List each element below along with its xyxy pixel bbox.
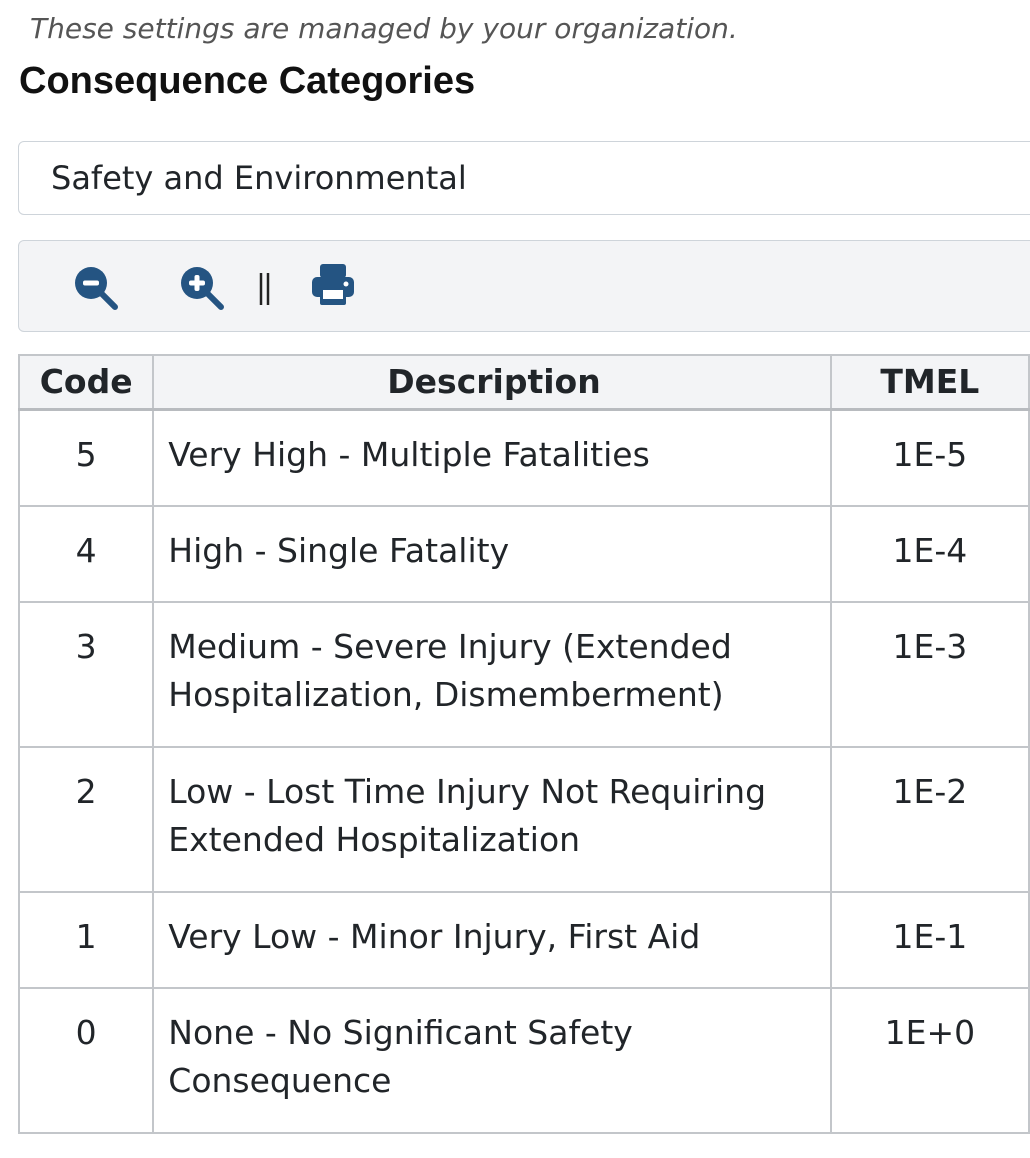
zoom-out-button[interactable] (71, 263, 119, 311)
description-cell: Very Low - Minor Injury, First Aid (152, 890, 832, 989)
tmel-cell: 1E+0 (829, 986, 1030, 1134)
description-cell: Medium - Severe Injury (Extended Hospita… (152, 600, 832, 748)
header-row: Code Description TMEL (17, 354, 1030, 411)
tmel-cell: 1E-2 (829, 745, 1030, 893)
code-cell: 3 (17, 600, 155, 748)
code-cell: 4 (17, 504, 155, 603)
column-header: Code (17, 354, 155, 411)
code-cell: 0 (17, 986, 155, 1134)
description-cell: None - No Significant Safety Consequence (152, 986, 832, 1134)
tmel-cell: 1E-5 (829, 408, 1030, 507)
toolbar (18, 240, 1030, 332)
tmel-cell: 1E-3 (829, 600, 1030, 748)
category-select[interactable]: Safety and Environmental (18, 141, 1030, 215)
table-row: 4 High - Single Fatality 1E-4 (17, 504, 1030, 603)
description-cell: High - Single Fatality (152, 504, 832, 603)
column-header: TMEL (829, 354, 1030, 411)
table-row: 1 Very Low - Minor Injury, First Aid 1E-1 (17, 890, 1030, 989)
table-body: 5 Very High - Multiple Fatalities 1E-5 4 Hig… (17, 408, 1030, 1134)
code-cell: 2 (17, 745, 155, 893)
table-row: 0 None - No Significant Safety Consequenc… (17, 986, 1030, 1134)
print-button[interactable] (311, 263, 355, 307)
code-cell: 5 (17, 408, 155, 507)
tmel-cell: 1E-1 (829, 890, 1030, 989)
column-header: Description (152, 354, 832, 411)
consequence-table: Code Description TMEL 5 Very High - Multi… (17, 354, 1030, 1134)
code-cell: 1 (17, 890, 155, 989)
table-row: 3 Medium - Severe Injury (Extended Hospit… (17, 600, 1030, 748)
page-title: Consequence Categories (19, 60, 476, 102)
tmel-cell: 1E-4 (829, 504, 1030, 603)
description-cell: Low - Lost Time Injury Not Requiring Ext… (152, 745, 832, 893)
table-row: 2 Low - Lost Time Injury Not Requiring Ex… (17, 745, 1030, 893)
separator (259, 273, 270, 305)
table-row: 5 Very High - Multiple Fatalities 1E-5 (17, 408, 1030, 507)
zoom-in-button[interactable] (177, 263, 225, 311)
notice: These settings are managed by your organ… (30, 12, 738, 45)
description-cell: Very High - Multiple Fatalities (152, 408, 832, 507)
